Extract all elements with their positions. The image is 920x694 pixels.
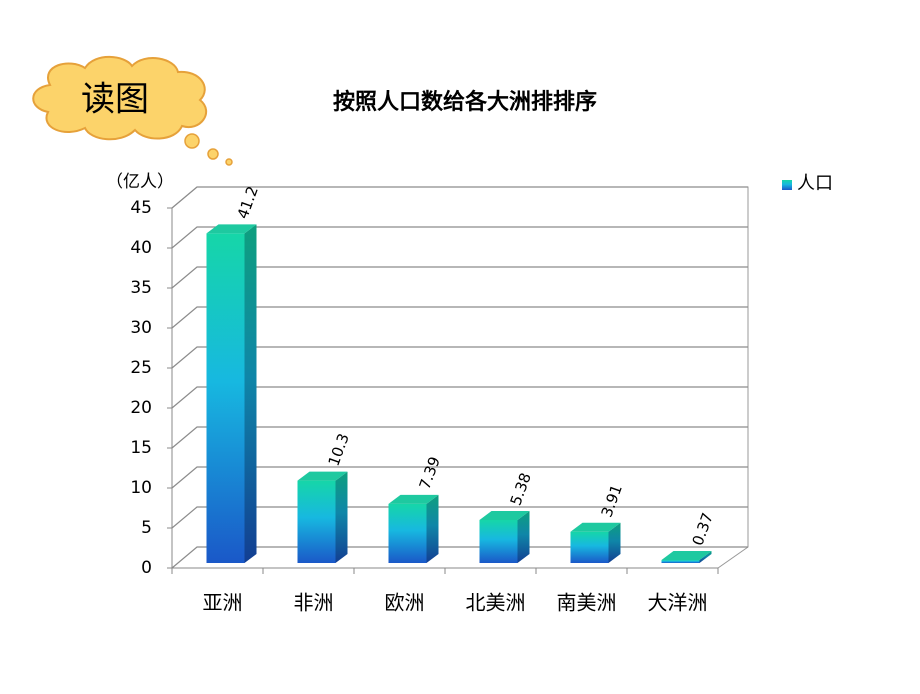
y-tick-label: 15 xyxy=(130,438,152,458)
bar-top xyxy=(570,522,621,532)
callout: 读图 xyxy=(32,55,233,166)
value-label: 0.37 xyxy=(689,510,717,548)
bar-side xyxy=(335,471,348,563)
bar xyxy=(297,471,348,563)
value-label: 41.2 xyxy=(234,184,262,222)
bar-top xyxy=(388,494,439,504)
grid-line xyxy=(171,306,748,329)
grid-line xyxy=(171,266,748,289)
grid-line xyxy=(171,426,748,449)
chart-title: 按照人口数给各大洲排排序 xyxy=(333,89,597,115)
value-label: 10.3 xyxy=(325,431,353,469)
value-label: 5.38 xyxy=(507,470,535,508)
bar-top xyxy=(206,224,257,234)
bar-side xyxy=(608,522,621,563)
grid-line xyxy=(171,346,748,369)
y-tick-label: 45 xyxy=(130,198,152,218)
grid-line xyxy=(171,546,748,569)
y-tick-label: 25 xyxy=(130,358,152,378)
x-tick-label: 非洲 xyxy=(294,591,334,615)
bar-front xyxy=(297,480,336,563)
grid-line xyxy=(171,386,748,409)
y-tick-label: 10 xyxy=(130,478,152,498)
bar-top xyxy=(661,551,712,561)
y-axis-label: （亿人） xyxy=(106,172,174,192)
bar xyxy=(388,494,439,563)
bar-side xyxy=(517,510,530,563)
bar-front xyxy=(570,531,609,563)
bar xyxy=(206,224,257,563)
y-tick-label: 0 xyxy=(141,558,152,578)
grid-line xyxy=(171,506,748,529)
x-tick-label: 南美洲 xyxy=(557,591,617,615)
bar-front xyxy=(388,503,427,563)
legend-swatch xyxy=(782,180,792,190)
bar xyxy=(479,510,530,563)
legend-label: 人口 xyxy=(797,173,833,194)
grid-line xyxy=(171,466,748,489)
x-tick-label: 欧洲 xyxy=(385,591,425,615)
bar-front xyxy=(661,560,700,563)
grid-line xyxy=(171,226,748,249)
y-tick-label: 35 xyxy=(130,278,152,298)
callout-text: 读图 xyxy=(81,80,149,120)
bar-front xyxy=(479,519,518,563)
value-label: 7.39 xyxy=(416,454,444,492)
bar-top xyxy=(297,471,348,481)
x-tick-label: 亚洲 xyxy=(203,591,243,615)
x-tick-label: 大洋洲 xyxy=(648,591,708,615)
bar xyxy=(570,522,621,563)
y-tick-label: 40 xyxy=(130,238,152,258)
bar-side xyxy=(699,551,712,563)
bar-side xyxy=(244,224,257,563)
bar-side xyxy=(426,494,439,563)
y-tick-label: 5 xyxy=(141,518,152,538)
back-wall xyxy=(171,186,749,569)
bar xyxy=(661,551,712,563)
grid-line xyxy=(171,186,748,209)
bar-top xyxy=(479,510,530,520)
bar-front xyxy=(206,233,245,563)
y-tick-label: 30 xyxy=(130,318,152,338)
value-label: 3.91 xyxy=(598,482,626,520)
y-tick-label: 20 xyxy=(130,398,152,418)
x-tick-label: 北美洲 xyxy=(466,591,526,615)
